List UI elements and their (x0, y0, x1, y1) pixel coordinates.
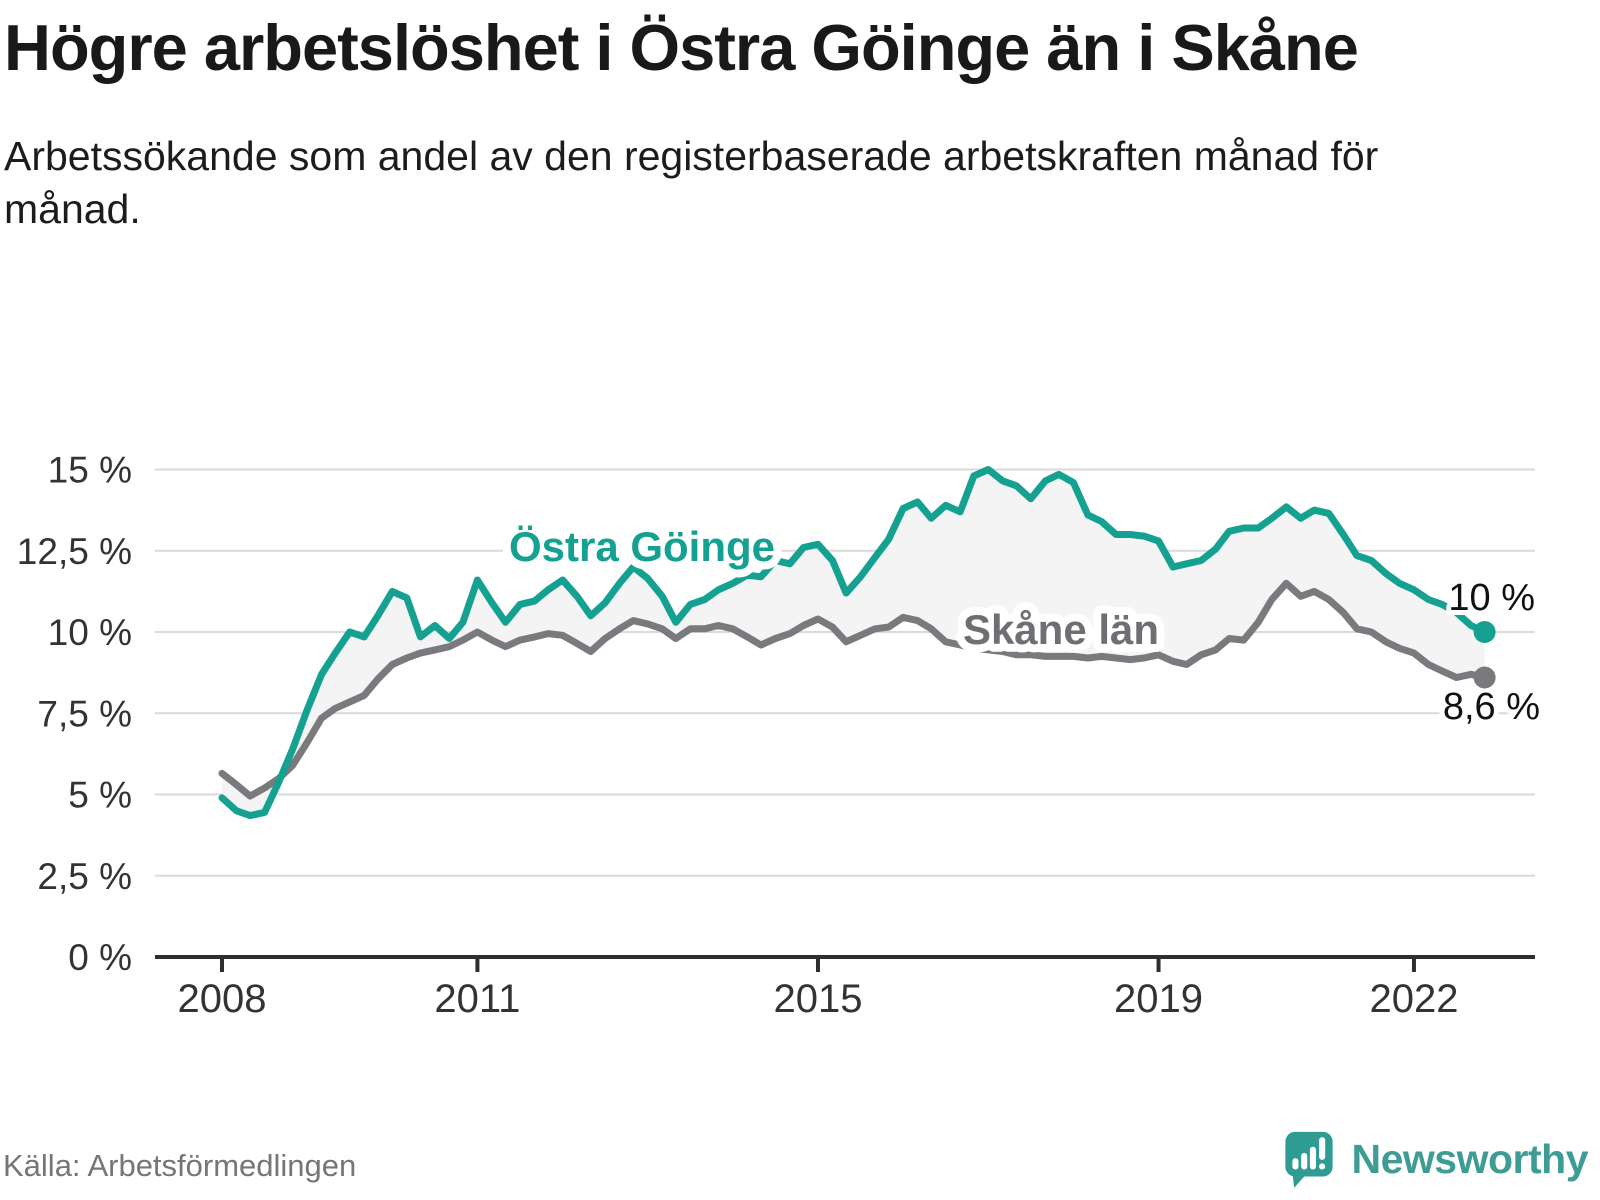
newsworthy-logo-icon (1284, 1131, 1333, 1188)
series-line-ostra-goinge (218, 466, 1489, 820)
y-tick-label-5: 5 % (68, 775, 132, 816)
x-tick-label-2008: 2008 (178, 977, 267, 1021)
y-tick-label-10: 10 % (48, 612, 132, 653)
y-tick-label-0: 0 % (68, 937, 132, 978)
x-tick-label-2011: 2011 (434, 977, 520, 1021)
x-tick-label-2022: 2022 (1369, 977, 1458, 1021)
series-endpoint-dot-skane-lan (1473, 666, 1496, 689)
speech-bubble-tail (1291, 1172, 1308, 1188)
end-value-label-ostra-goinge: 10 % (1448, 577, 1535, 619)
x-tick-label-2015: 2015 (773, 977, 862, 1021)
series-label-skane-lan: Skåne län (963, 606, 1159, 653)
series-endpoint-dot-ostra-goinge (1473, 621, 1496, 643)
x-tick-label-2019: 2019 (1114, 977, 1203, 1021)
unemployment-line-chart: 2008 2011 2015 2019 2022 15 % 12,5 % 10 % 7,5 % 5… (17, 450, 1545, 1022)
series-line-skane-lan (218, 579, 1489, 800)
chart-region: 2008 2011 2015 2019 2022 15 % 12,5 % 10 % 7,5 % 5… (0, 390, 1600, 1030)
newsworthy-logo: Newsworthy (1281, 1128, 1589, 1190)
series-label-ostra-goinge: Östra Göinge (509, 523, 775, 570)
y-tick-label-7-5: 7,5 % (37, 693, 132, 734)
bar-chart-glyph (1291, 1137, 1325, 1170)
y-tick-label-12-5: 12,5 % (17, 531, 132, 572)
page-title: Högre arbetslöshet i Östra Göinge än i S… (4, 11, 1359, 84)
y-tick-label-15: 15 % (48, 450, 132, 491)
y-tick-label-2-5: 2,5 % (37, 856, 132, 897)
page-subtitle: Arbetssökande som andel av den registerb… (4, 133, 1379, 233)
header: Högre arbetslöshet i Östra Göinge än i S… (4, 10, 1564, 237)
area-between-series (222, 469, 1485, 816)
source-note: Källa: Arbetsförmedlingen (3, 1148, 357, 1183)
end-value-label-skane-lan: 8,6 % (1443, 686, 1540, 728)
newsworthy-wordmark: Newsworthy (1351, 1135, 1589, 1182)
